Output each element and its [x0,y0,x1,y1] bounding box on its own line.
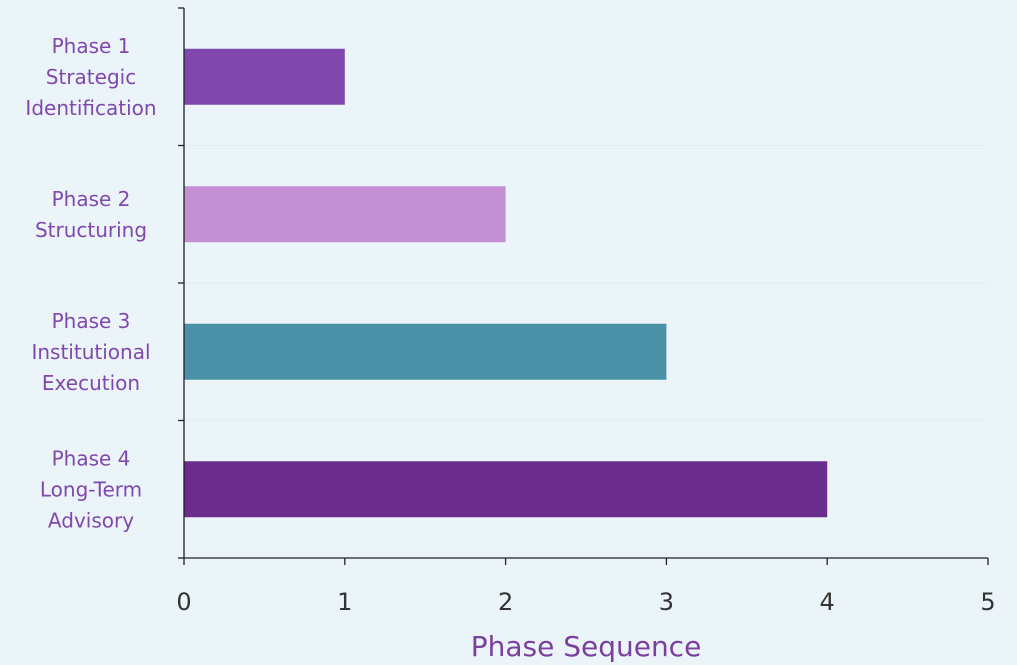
bar-phase-3 [184,323,667,380]
x-tick-label: 4 [820,588,835,616]
category-label-line: Strategic [46,65,136,89]
x-tick-label: 3 [659,588,674,616]
category-labels: Phase 1 Strategic Identification Phase 2 Str… [25,34,156,533]
category-label-phase-1: Phase 1 Strategic Identification [25,34,156,120]
ticks-layer: 0 1 2 3 4 5 [176,7,996,616]
category-label-phase-2: Phase 2 Structuring [35,187,147,242]
category-label-line: Institutional [31,340,150,364]
category-label-line: Advisory [48,508,134,532]
category-label-line: Phase 2 [52,187,131,211]
category-label-phase-4: Phase 4 Long-Term Advisory [40,446,142,532]
category-label-phase-3: Phase 3 Institutional Execution [31,309,150,395]
bar-phase-1 [184,48,345,105]
category-label-line: Execution [42,371,140,395]
category-label-line: Long-Term [40,477,142,501]
bars-layer [184,48,828,518]
x-tick-label: 5 [980,588,995,616]
category-label-line: Phase 1 [52,34,131,58]
x-tick-label: 1 [337,588,352,616]
category-label-line: Structuring [35,218,147,242]
category-label-line: Identification [25,96,156,120]
category-label-line: Phase 3 [52,309,131,333]
bar-phase-2 [184,186,506,243]
bar-phase-4 [184,461,828,518]
x-tick-label: 2 [498,588,513,616]
grid-layer [184,145,988,421]
x-axis-title: Phase Sequence [471,630,702,663]
x-tick-label: 0 [176,588,191,616]
category-label-line: Phase 4 [52,446,131,470]
